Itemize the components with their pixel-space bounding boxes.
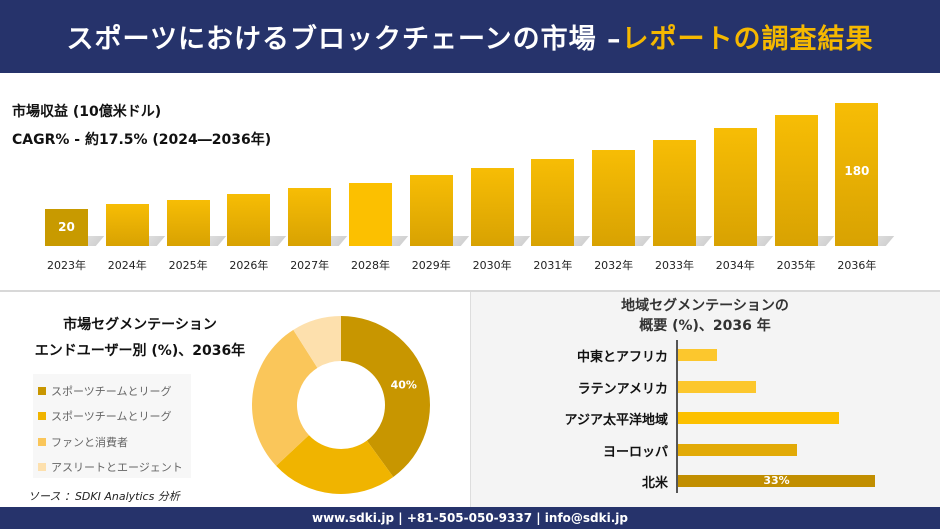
legend-swatch: [38, 437, 46, 446]
bar-value-label: 180: [844, 164, 870, 178]
revenue-bar: [45, 209, 88, 246]
region-title-line2: 概要 (%)、2036 年: [639, 318, 771, 334]
region-title-line1: 地域セグメンテーションの: [621, 298, 789, 314]
region-bar: [678, 380, 756, 393]
legend-swatch: [38, 386, 46, 395]
region-bar: [678, 475, 875, 487]
revenue-bar: [774, 114, 818, 246]
region-label: アジア太平洋地域: [564, 413, 668, 428]
region-axis: [676, 340, 678, 493]
title-main: スポーツにおけるブロックチェーンの市場 –: [66, 24, 622, 55]
revenue-bar: [470, 167, 514, 246]
revenue-bar: [713, 128, 757, 246]
donut-slice: [252, 329, 318, 466]
segment-title-line2: エンドユーザー別 (%)、2036年: [34, 343, 246, 359]
revenue-bar: [835, 103, 879, 246]
year-label: 2024年: [107, 259, 147, 272]
legend-label: アスリートとエージェント: [51, 461, 183, 475]
year-label: 2031年: [533, 259, 573, 272]
page-title: スポーツにおけるブロックチェーンの市場 – レポートの調査結果: [0, 0, 940, 73]
region-value-label: 33%: [763, 474, 790, 487]
year-label: 2035年: [776, 259, 816, 272]
year-label: 2034年: [715, 259, 755, 272]
region-title: 地域セグメンテーションの 概要 (%)、2036 年: [470, 296, 940, 336]
legend-item: ファンと消費者: [38, 429, 191, 455]
footer-contact: www.sdki.jp | +81-505-050-9337 | info@sd…: [0, 507, 940, 529]
revenue-bar: [349, 183, 392, 246]
donut-slice: [276, 435, 394, 494]
legend-label: スポーツチームとリーグ: [51, 384, 172, 398]
revenue-bar: [166, 199, 210, 246]
region-bar: [678, 443, 798, 456]
title-accent: レポートの調査結果: [621, 24, 874, 55]
legend-swatch: [38, 463, 46, 472]
revenue-bar: [227, 193, 271, 246]
divider: [0, 290, 940, 292]
revenue-bar: [592, 150, 636, 246]
year-label: 2023年: [47, 259, 86, 272]
revenue-label: 市場収益 (10億米ドル): [12, 104, 162, 120]
donut-chart: 40%: [252, 316, 430, 494]
year-label: 2032年: [594, 259, 634, 272]
legend-item: スポーツチームとリーグ: [38, 404, 191, 430]
donut-legend: スポーツチームとリーグ スポーツチームとリーグ ファンと消費者アスリートとエージェン…: [33, 374, 191, 478]
region-bar: [678, 412, 840, 424]
legend-item: スポーツチームとリーグ: [38, 378, 191, 404]
revenue-bar: [409, 175, 453, 246]
legend-swatch: [38, 412, 46, 421]
revenue-bar: [105, 204, 149, 246]
region-panel: [470, 292, 940, 507]
donut-value-label: 40%: [391, 379, 417, 392]
region-bar: [678, 349, 717, 361]
cagr-label: CAGR% - 約17.5% (2024―2036年): [12, 132, 272, 148]
year-label: 2026年: [229, 259, 269, 272]
legend-label: ファンと消費者: [51, 435, 128, 449]
year-label: 2029年: [411, 259, 451, 272]
year-label: 2028年: [351, 259, 390, 272]
year-label: 2027年: [290, 259, 330, 272]
segment-title: 市場セグメンテーションエンドユーザー別 (%)、2036年: [20, 312, 260, 364]
segment-title-line1: 市場セグメンテーション: [63, 317, 217, 333]
bar-value-label: 20: [58, 220, 75, 234]
year-label: 2030年: [472, 259, 512, 272]
region-label: ラテンアメリカ: [577, 381, 668, 397]
legend-label: スポーツチームとリーグ: [51, 410, 172, 424]
revenue-bar-chart: 2023年 20 2024年 2025年 2026年 2027年 2028年 2029年 203…: [0, 80, 940, 280]
year-label: 2036年: [837, 259, 877, 272]
region-label: ヨーロッパ: [602, 444, 668, 460]
region-label: 北米: [641, 476, 668, 491]
revenue-bar: [653, 140, 696, 246]
revenue-bar: [288, 187, 332, 246]
year-label: 2025年: [168, 259, 208, 272]
donut-slice: [293, 316, 341, 368]
region-label: 中東とアフリカ: [576, 350, 668, 365]
source-note: ソース ：SDKI Analytics 分析: [28, 490, 180, 503]
legend-item: アスリートとエージェント: [38, 455, 191, 481]
donut-slice: [341, 316, 430, 478]
revenue-bar: [531, 159, 575, 246]
year-label: 2033年: [655, 259, 694, 272]
